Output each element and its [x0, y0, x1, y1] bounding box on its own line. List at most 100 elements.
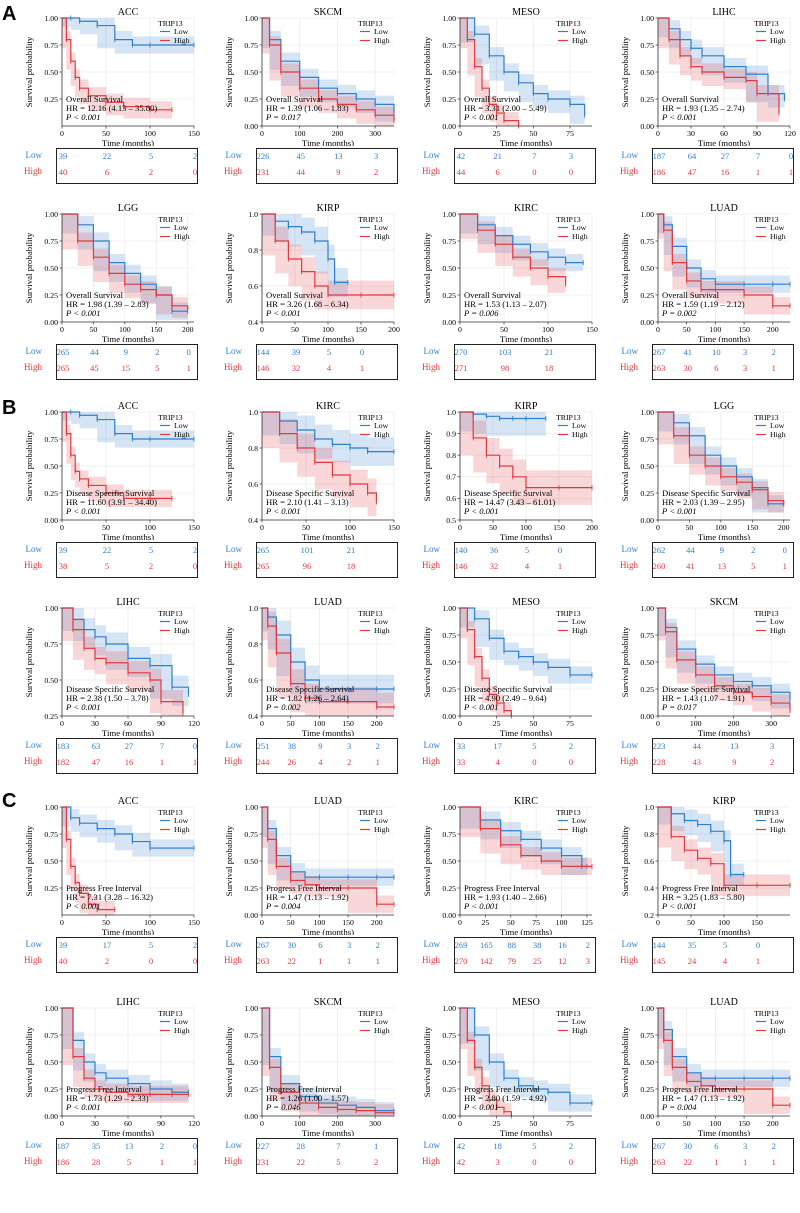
risk-count: 5: [104, 561, 110, 571]
risk-count: 12: [558, 956, 567, 966]
legend-title: TRIP13: [158, 609, 183, 618]
risk-count: 30: [683, 363, 692, 373]
x-tick-label: 150: [586, 325, 598, 334]
risk-count: 6: [104, 167, 110, 177]
stat-label: Overall Survival: [662, 94, 720, 104]
risk-label-low: Low: [25, 150, 43, 160]
risk-count: 1: [159, 1157, 165, 1167]
y-tick-label: 0.75: [44, 830, 58, 839]
risk-count: 22: [102, 151, 112, 161]
ci-band-high: [262, 1008, 394, 1116]
x-tick-label: 50: [489, 523, 497, 532]
y-tick-label: 0.75: [442, 41, 456, 50]
y-tick-label: 0.00: [442, 712, 456, 721]
legend-label-low: Low: [770, 27, 785, 36]
y-tick-label: 1.00: [244, 14, 258, 23]
risk-row-low: 144 39 5 0: [257, 347, 397, 361]
y-axis-label: Survival probability: [224, 36, 234, 107]
legend-title: TRIP13: [754, 19, 779, 28]
risk-count: 44: [692, 741, 701, 751]
risk-count: 2: [375, 940, 380, 950]
km-plot: 0 50 100 150 0.4 0.6 0.8 1.0 KIRC Time (months) Su…: [224, 401, 400, 540]
risk-label-high: High: [224, 166, 242, 176]
ci-band-high: [62, 608, 183, 716]
risk-count: 79: [507, 956, 517, 966]
p-value: P < 0.001: [65, 702, 101, 712]
risk-count: 0: [192, 1141, 198, 1151]
y-tick-label: 0.25: [44, 1085, 58, 1094]
stat-label: Disease Specific Survival: [266, 488, 355, 498]
km-panel: 0 50 100 150 0.25 0.50 0.75 1.00 ACC Time (months…: [22, 6, 200, 186]
risk-label-low: Low: [225, 544, 243, 554]
p-value: P < 0.001: [463, 112, 499, 122]
risk-count: 1: [557, 561, 563, 571]
x-tick-label: 200: [778, 523, 790, 532]
risk-count: 10: [712, 347, 721, 357]
x-tick-label: 150: [188, 523, 200, 532]
y-tick-label: 0.25: [244, 95, 258, 104]
x-tick-label: 100: [344, 523, 356, 532]
x-tick-label: 200: [182, 325, 194, 334]
x-tick-label: 150: [751, 918, 763, 927]
risk-count: 3: [742, 1141, 748, 1151]
risk-label-low: Low: [225, 150, 243, 160]
legend-title: TRIP13: [556, 1009, 581, 1018]
risk-row-high: 44 6 0 0: [455, 167, 595, 181]
x-tick-label: 25: [481, 918, 489, 927]
risk-count: 1: [755, 956, 761, 966]
km-plot: 0 50 100 150 200 0.00 0.25 0.50 0.75 1.00 LUAD Time…: [224, 796, 395, 935]
survival-curve-high: [658, 213, 790, 307]
x-tick-label: 150: [355, 325, 367, 334]
y-tick-label: 0.50: [442, 658, 456, 667]
survival-curve-high: [460, 607, 512, 716]
y-tick-label: 1.00: [442, 803, 456, 812]
x-tick-label: 100: [556, 918, 568, 927]
risk-count: 269: [454, 940, 468, 950]
legend-title: TRIP13: [358, 1009, 383, 1018]
risk-count: 17: [493, 741, 502, 751]
section-label-c: C: [2, 790, 17, 812]
risk-count: 228: [652, 757, 666, 767]
risk-count: 7: [755, 151, 761, 161]
risk-row-low: 265 44 9 2 0: [57, 347, 197, 361]
x-axis-label: Time (months): [302, 1128, 354, 1136]
km-plot: 0 50 100 150 200 0.4 0.6 0.8 1.0 LUAD Time (months…: [224, 597, 395, 736]
risk-count: 98: [500, 363, 510, 373]
ci-band-high: [460, 807, 592, 876]
legend-title: TRIP13: [358, 19, 383, 28]
survival-curve-high: [262, 607, 394, 708]
x-axis-label: Time (months): [698, 728, 750, 736]
hazard-ratio: HR = 1.59 (1.19 – 2.12): [662, 299, 745, 309]
km-plot: 0 50 100 150 0.25 0.50 0.75 1.00 ACC Time (months…: [24, 7, 200, 146]
x-axis-label: Time (months): [500, 532, 552, 540]
y-tick-label: 1.00: [44, 1004, 58, 1013]
risk-count: 4: [326, 363, 332, 373]
x-tick-label: 0: [260, 523, 264, 532]
risk-table: 183 63 27 7 0 182 47 16 1 1: [56, 738, 198, 774]
risk-count: 5: [532, 1141, 537, 1151]
legend-title: TRIP13: [754, 413, 779, 422]
hazard-ratio: HR = 1.26 (1.00 – 1.57): [266, 1093, 349, 1103]
legend-label-low: Low: [374, 421, 389, 430]
ci-band-high: [658, 18, 779, 122]
risk-count: 5: [532, 741, 537, 751]
x-tick-label: 50: [683, 1119, 691, 1128]
risk-label-low: Low: [423, 740, 441, 750]
y-tick-label: 1.00: [44, 604, 58, 613]
y-tick-label: 0.25: [640, 489, 654, 498]
risk-count: 35: [91, 1141, 101, 1151]
y-tick-label: 0.00: [640, 712, 654, 721]
risk-label-high: High: [224, 756, 242, 766]
legend-label-high: High: [770, 36, 786, 45]
y-tick-label: 0.4: [248, 516, 258, 525]
risk-count: 5: [326, 347, 332, 357]
risk-count: 2: [374, 1157, 379, 1167]
ci-band-low: [62, 807, 194, 857]
risk-count: 2: [192, 545, 198, 555]
risk-count: 265: [256, 545, 270, 555]
y-tick-label: 0.6: [644, 857, 654, 866]
x-tick-label: 50: [90, 325, 98, 334]
risk-row-high: 145 24 4 1: [653, 956, 793, 970]
legend-label-low: Low: [174, 617, 189, 626]
km-panel: 0 100 200 300 0.00 0.25 0.50 0.75 1.00 SKCM Time (…: [618, 596, 796, 776]
